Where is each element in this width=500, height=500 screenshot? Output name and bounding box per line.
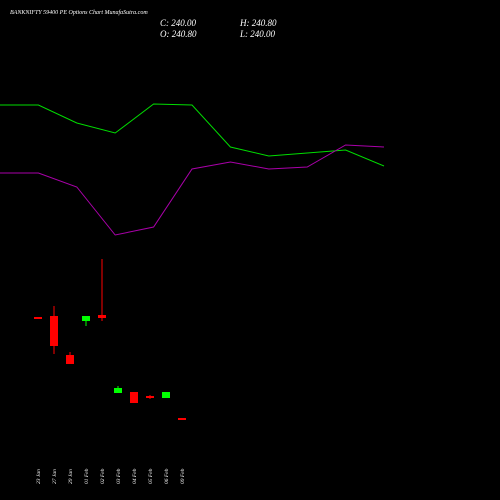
candle-body — [66, 355, 74, 364]
ohlc-label: H: 240.80 — [239, 18, 277, 28]
x-tick-label: 27 Jan — [52, 469, 58, 484]
candle-body — [130, 392, 138, 403]
ohlc-label: O: 240.80 — [160, 29, 197, 39]
x-tick-label: 03 Feb — [116, 468, 122, 484]
candle-body — [50, 316, 58, 346]
indicator-line — [0, 144, 385, 236]
candle-body — [98, 315, 106, 318]
chart-title: BANKNIFTY 59400 PE Options Chart MunafaS… — [10, 9, 148, 16]
candle-body — [114, 388, 122, 393]
candle-body — [162, 392, 170, 398]
indicator-line — [0, 103, 385, 167]
candle-body — [178, 418, 186, 420]
ohlc-label: C: 240.00 — [160, 18, 197, 28]
x-tick-label: 01 Feb — [84, 468, 90, 484]
x-tick-label: 02 Feb — [100, 468, 106, 484]
x-tick-label: 09 Feb — [180, 468, 186, 484]
ohlc-label: L: 240.00 — [239, 29, 276, 39]
candle-body — [34, 317, 42, 319]
candle-body — [146, 396, 154, 398]
candle-body — [82, 316, 90, 321]
x-tick-label: 06 Feb — [164, 468, 170, 484]
x-tick-label: 05 Feb — [148, 468, 154, 484]
x-tick-label: 23 Jan — [36, 469, 42, 484]
x-tick-label: 29 Jan — [68, 469, 74, 484]
x-tick-label: 04 Feb — [131, 468, 138, 484]
